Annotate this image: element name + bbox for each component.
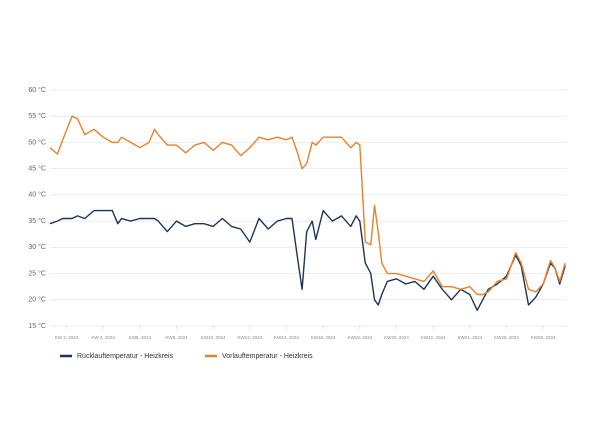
- y-tick-label: 55 °C: [28, 112, 46, 120]
- y-tick-label: 50 °C: [28, 138, 46, 146]
- legend-label: Vorlauftemperatur - Heizkreis: [222, 353, 313, 360]
- x-tick-label: KW10, 2024: [201, 335, 226, 340]
- x-tick-label: KW 4, 2024: [91, 335, 115, 340]
- series-line: [49, 209, 566, 311]
- x-tick-label: KW20, 2024: [384, 335, 409, 340]
- x-tick-label: KW18, 2024: [347, 335, 372, 340]
- x-tick-label: KW26, 2024: [494, 335, 519, 340]
- y-tick-label: 60 °C: [28, 86, 46, 94]
- y-tick-label: 15 °C: [28, 322, 46, 330]
- y-tick-label: 20 °C: [28, 296, 46, 304]
- series-line: [49, 115, 566, 296]
- x-tick-label: KW8, 2024: [165, 335, 188, 340]
- x-tick-label: KW16, 2024: [311, 335, 336, 340]
- y-tick-label: 25 °C: [28, 269, 46, 277]
- x-tick-label: KW 2, 2024: [55, 335, 79, 340]
- y-tick-label: 30 °C: [28, 243, 46, 251]
- y-tick-label: 45 °C: [28, 165, 46, 173]
- x-tick-label: KW6, 2024: [129, 335, 152, 340]
- legend-label: Rücklauftemperatur - Heizkreis: [77, 353, 174, 360]
- x-tick-label: KW14, 2024: [274, 335, 299, 340]
- x-tick-label: KW12, 2024: [237, 335, 262, 340]
- x-tick-label: KW24, 2024: [457, 335, 482, 340]
- y-tick-label: 40 °C: [28, 191, 46, 199]
- x-tick-label: KW22, 2024: [421, 335, 446, 340]
- x-tick-label: KW28, 2024: [531, 335, 556, 340]
- y-tick-label: 35 °C: [28, 217, 46, 225]
